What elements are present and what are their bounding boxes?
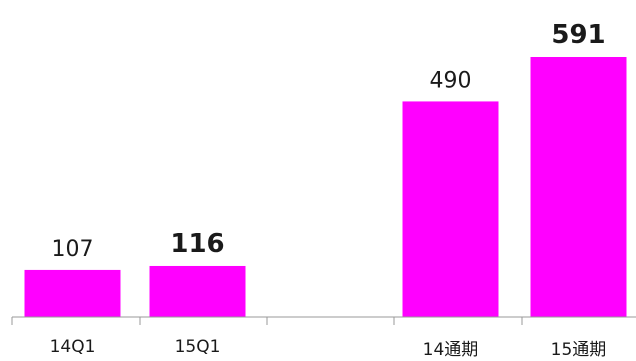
bars-group — [24, 57, 627, 317]
category-label-14通期: 14通期 — [423, 340, 479, 360]
category-labels-group: 14Q1 15Q1 14通期 15通期 — [50, 337, 607, 360]
category-label-14Q1: 14Q1 — [50, 337, 96, 357]
value-labels-group: 107 116 490 591 — [52, 20, 606, 262]
x-axis — [11, 316, 636, 325]
data-label-15通期: 591 — [551, 20, 605, 50]
category-label-15Q1: 15Q1 — [175, 337, 221, 357]
bar-14Q1 — [24, 269, 121, 317]
data-label-15Q1: 116 — [170, 229, 224, 259]
data-label-14通期: 490 — [430, 68, 472, 93]
bar-15Q1 — [149, 265, 246, 317]
bar-14通期 — [402, 101, 499, 317]
data-label-14Q1: 107 — [52, 237, 94, 262]
bar-15通期 — [530, 57, 627, 317]
category-label-15通期: 15通期 — [551, 340, 607, 360]
